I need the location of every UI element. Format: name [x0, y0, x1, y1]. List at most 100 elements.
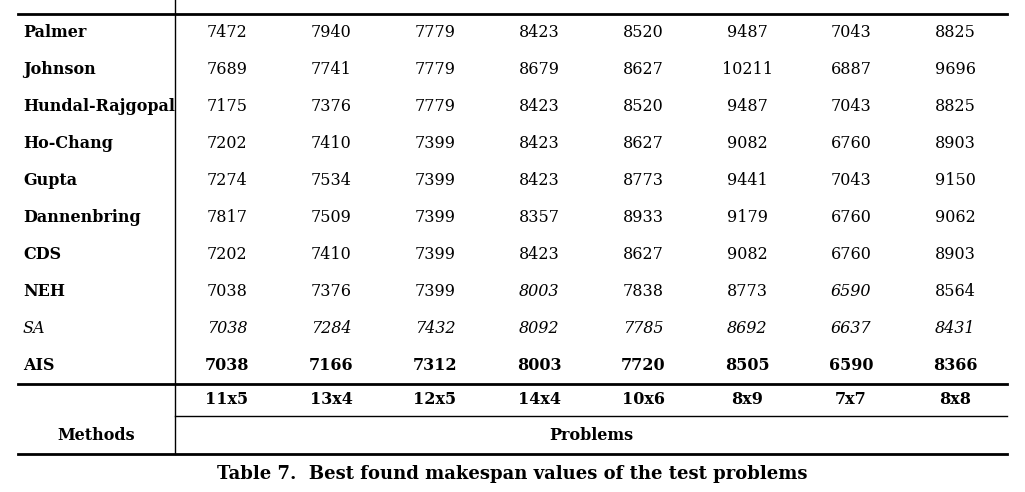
Text: Dannenbring: Dannenbring [23, 209, 140, 226]
Text: 8627: 8627 [622, 61, 663, 78]
Text: 6637: 6637 [830, 320, 871, 337]
Text: 7312: 7312 [413, 357, 457, 374]
Text: 8423: 8423 [519, 135, 560, 152]
Text: 7741: 7741 [311, 61, 352, 78]
Text: 9082: 9082 [727, 135, 768, 152]
Text: 7166: 7166 [309, 357, 354, 374]
Text: 9441: 9441 [727, 172, 768, 189]
Text: 8x9: 8x9 [731, 392, 763, 408]
Text: CDS: CDS [23, 246, 61, 263]
Text: 9696: 9696 [935, 61, 976, 78]
Text: Gupta: Gupta [23, 172, 77, 189]
Text: 8825: 8825 [935, 24, 976, 41]
Text: 7376: 7376 [311, 283, 352, 300]
Text: 7534: 7534 [311, 172, 352, 189]
Text: 8679: 8679 [519, 61, 560, 78]
Text: Problems: Problems [549, 427, 633, 443]
Text: 6590: 6590 [830, 283, 871, 300]
Text: SA: SA [23, 320, 45, 337]
Text: 7720: 7720 [621, 357, 665, 374]
Text: 7399: 7399 [414, 209, 455, 226]
Text: 6760: 6760 [830, 209, 871, 226]
Text: 8423: 8423 [519, 98, 560, 115]
Text: Palmer: Palmer [23, 24, 86, 41]
Text: 7399: 7399 [414, 172, 455, 189]
Text: 6590: 6590 [829, 357, 873, 374]
Text: 7399: 7399 [414, 246, 455, 263]
Text: 9179: 9179 [727, 209, 768, 226]
Text: 276: 276 [210, 0, 244, 3]
Text: 8423: 8423 [519, 24, 560, 41]
Text: 7779: 7779 [414, 24, 455, 41]
Text: Methods: Methods [57, 427, 135, 443]
Text: 7779: 7779 [414, 61, 455, 78]
Text: 7038: 7038 [207, 320, 247, 337]
Text: 6760: 6760 [830, 246, 871, 263]
Text: 8773: 8773 [622, 172, 663, 189]
Text: 220: 220 [522, 0, 556, 3]
Text: 8773: 8773 [727, 283, 768, 300]
Text: 8933: 8933 [622, 209, 663, 226]
Text: 7472: 7472 [207, 24, 247, 41]
Text: 6887: 6887 [830, 61, 871, 78]
Text: 6760: 6760 [830, 135, 871, 152]
Text: 7274: 7274 [207, 172, 247, 189]
Text: 8520: 8520 [622, 98, 663, 115]
Text: 8903: 8903 [935, 246, 976, 263]
Text: Hundal-Rajgopal: Hundal-Rajgopal [23, 98, 175, 115]
Text: NEH: NEH [23, 283, 65, 300]
Text: 9487: 9487 [727, 24, 768, 41]
Text: 7817: 7817 [206, 209, 247, 226]
Text: 8423: 8423 [519, 172, 560, 189]
Text: 7432: 7432 [415, 320, 455, 337]
Text: 8366: 8366 [933, 357, 977, 374]
Text: 13x4: 13x4 [310, 392, 353, 408]
Text: 7399: 7399 [414, 283, 455, 300]
Text: 8092: 8092 [519, 320, 560, 337]
Text: Standart  deviation: Standart deviation [23, 0, 196, 3]
Text: 8423: 8423 [519, 246, 560, 263]
Text: Johnson: Johnson [23, 61, 95, 78]
Text: 183: 183 [834, 0, 868, 3]
Text: 7785: 7785 [623, 320, 663, 337]
Text: 8627: 8627 [622, 246, 663, 263]
Text: 9487: 9487 [727, 98, 768, 115]
Text: 7038: 7038 [207, 283, 247, 300]
Text: 10x6: 10x6 [621, 392, 664, 408]
Text: 8003: 8003 [519, 283, 560, 300]
Text: 7410: 7410 [311, 246, 352, 263]
Text: 9082: 9082 [727, 246, 768, 263]
Text: 190: 190 [418, 0, 452, 3]
Text: 386: 386 [938, 0, 972, 3]
Text: 7399: 7399 [414, 135, 455, 152]
Text: 7175: 7175 [206, 98, 247, 115]
Text: 8431: 8431 [935, 320, 975, 337]
Text: 8520: 8520 [622, 24, 663, 41]
Text: 8564: 8564 [935, 283, 976, 300]
Text: 8357: 8357 [519, 209, 560, 226]
Text: 9062: 9062 [935, 209, 976, 226]
Text: 10211: 10211 [722, 61, 773, 78]
Text: 7509: 7509 [311, 209, 352, 226]
Text: 8825: 8825 [935, 98, 976, 115]
Text: 7284: 7284 [311, 320, 352, 337]
Text: 11x5: 11x5 [205, 392, 248, 408]
Text: 8003: 8003 [517, 357, 562, 374]
Text: AIS: AIS [23, 357, 54, 374]
Text: 8x8: 8x8 [939, 392, 971, 408]
Text: Ho-Chang: Ho-Chang [23, 135, 113, 152]
Text: 494: 494 [730, 0, 764, 3]
Text: 8903: 8903 [935, 135, 976, 152]
Text: 7940: 7940 [311, 24, 352, 41]
Text: 7689: 7689 [206, 61, 247, 78]
Text: 7x7: 7x7 [835, 392, 867, 408]
Text: 7202: 7202 [207, 135, 247, 152]
Text: 7410: 7410 [311, 135, 352, 152]
Text: 7043: 7043 [830, 172, 871, 189]
Text: 7043: 7043 [830, 24, 871, 41]
Text: 7838: 7838 [622, 283, 663, 300]
Text: 8692: 8692 [727, 320, 768, 337]
Text: 7043: 7043 [830, 98, 871, 115]
Text: 8505: 8505 [725, 357, 770, 374]
Text: 12x5: 12x5 [413, 392, 456, 408]
